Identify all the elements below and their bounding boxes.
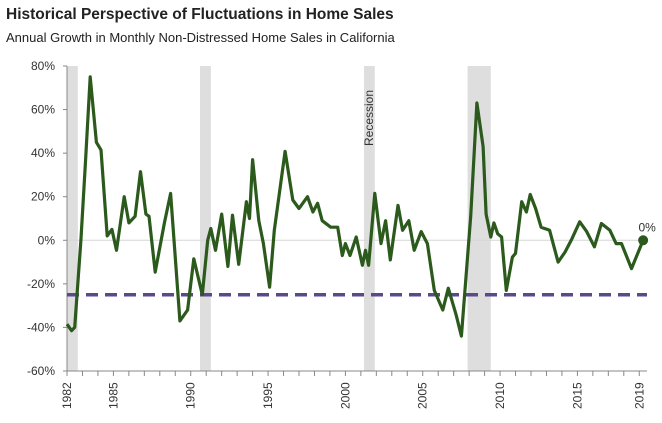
growth-line (65, 75, 645, 338)
x-tick-label: 2019 (632, 382, 646, 409)
end-point (638, 235, 649, 246)
chart-subtitle: Annual Growth in Monthly Non-Distressed … (6, 30, 395, 45)
y-tick-label: 20% (31, 190, 55, 204)
y-tick-label: -20% (27, 277, 55, 291)
x-tick-label: 2015 (570, 382, 584, 409)
y-tick-label: 60% (31, 103, 55, 117)
x-tick-label: 1982 (60, 382, 74, 409)
y-tick-label: -40% (27, 320, 55, 334)
recession-band (67, 66, 78, 371)
end-point-label: 0% (638, 220, 656, 234)
y-tick-label: 40% (31, 146, 55, 160)
x-tick-label: 2000 (338, 382, 352, 409)
y-tick-label: -60% (27, 364, 55, 378)
x-tick-label: 1985 (106, 382, 120, 409)
recession-band (363, 66, 375, 371)
x-tick-label: 2010 (493, 382, 507, 409)
x-tick-label: 1995 (261, 382, 275, 409)
y-tick-label: 80% (31, 59, 55, 73)
x-tick-label: 2005 (416, 382, 430, 409)
recession-label: Recession (362, 90, 376, 146)
y-tick-label: 0% (38, 233, 56, 247)
recession-band (200, 66, 211, 371)
chart-title: Historical Perspective of Fluctuations i… (6, 6, 394, 23)
x-tick-label: 1990 (184, 382, 198, 409)
